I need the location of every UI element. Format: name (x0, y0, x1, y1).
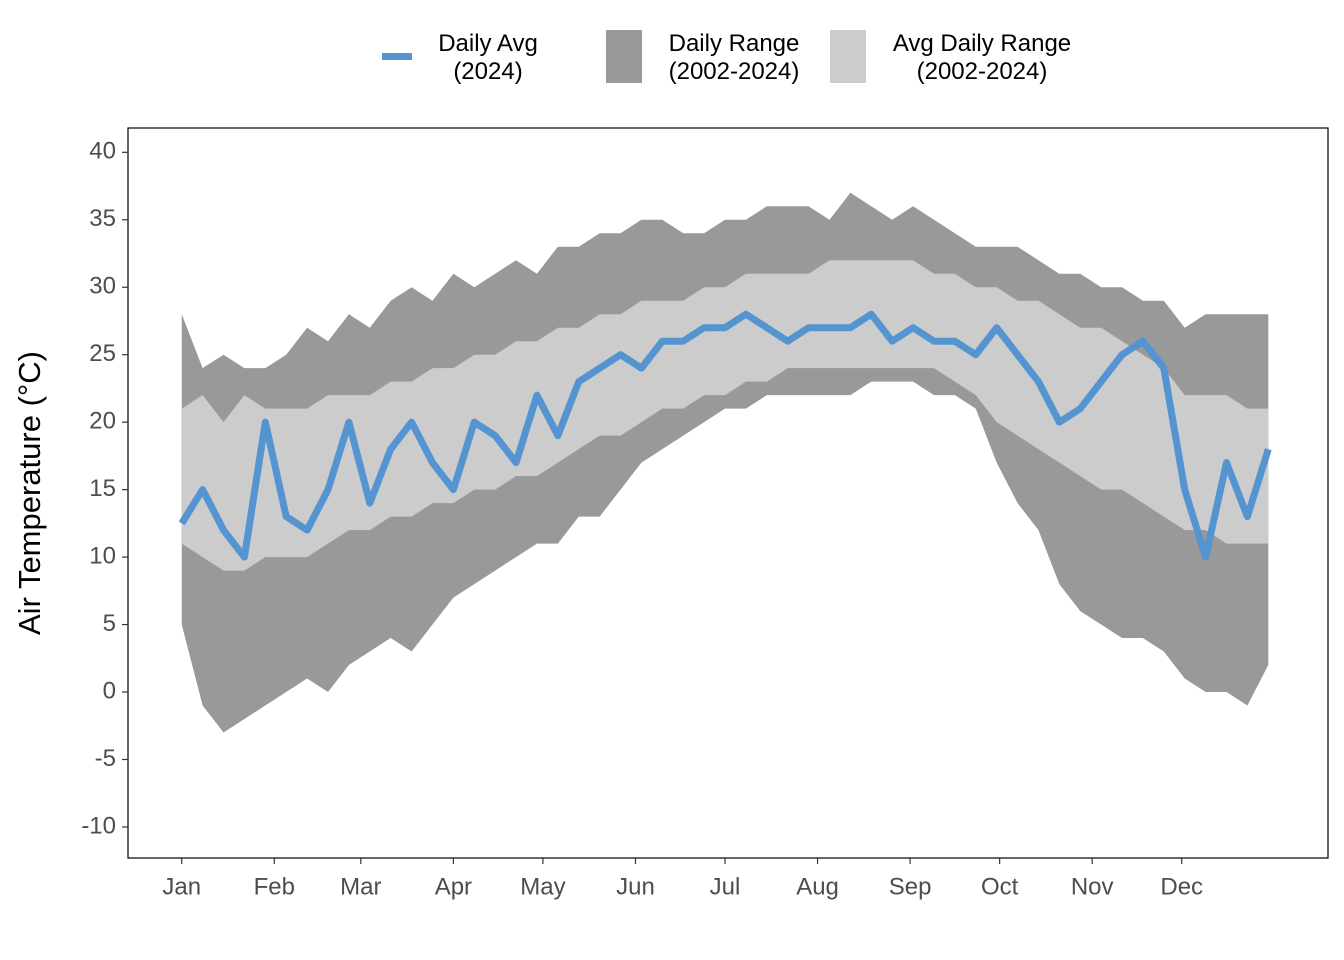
x-tick-label: Oct (981, 873, 1019, 900)
x-tick-label: Apr (435, 873, 472, 900)
legend-key (606, 30, 642, 83)
y-tick-label: 25 (89, 340, 116, 367)
y-tick-label: 15 (89, 475, 116, 502)
y-axis-label: Air Temperature (°C) (12, 351, 47, 635)
y-tick-label: 30 (89, 273, 116, 300)
x-tick-label: Jan (162, 873, 201, 900)
plot-frame (127, 127, 1329, 859)
y-tick-label: 10 (89, 542, 116, 569)
y-tick-label: 5 (103, 610, 116, 637)
avg-line (178, 310, 1272, 561)
x-tick-label: Nov (1071, 873, 1114, 900)
y-tick-label: 0 (103, 677, 116, 704)
x-tick-label: Dec (1160, 873, 1203, 900)
x-tick-label: Sep (889, 873, 932, 900)
y-tick-label: -5 (95, 745, 116, 772)
y-tick-label: 35 (89, 205, 116, 232)
legend-key (830, 30, 866, 83)
x-tick-label: Aug (796, 873, 839, 900)
x-tick-label: Mar (340, 873, 381, 900)
x-tick-label: Feb (254, 873, 295, 900)
legend-label: Avg Daily Range (2002-2024) (892, 30, 1072, 85)
y-tick-label: 40 (89, 138, 116, 165)
legend-key (382, 53, 412, 60)
y-tick-label: -10 (81, 812, 116, 839)
y-tick-label: 20 (89, 408, 116, 435)
legend-label: Daily Avg (2024) (438, 30, 538, 85)
legend-label: Daily Range (2002-2024) (668, 30, 800, 85)
x-tick-label: May (520, 873, 565, 900)
x-tick-label: Jul (710, 873, 741, 900)
x-tick-label: Jun (616, 873, 655, 900)
